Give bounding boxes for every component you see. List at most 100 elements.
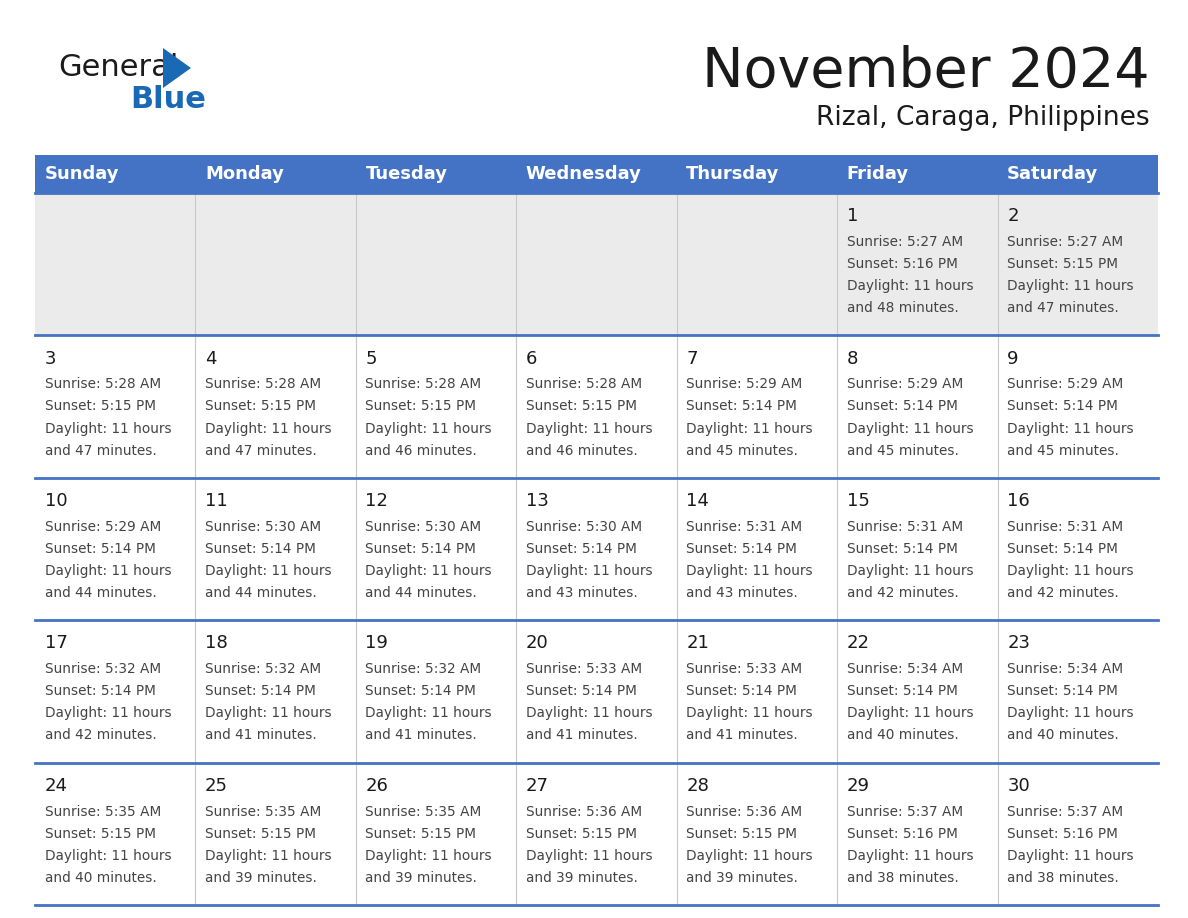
Text: Daylight: 11 hours: Daylight: 11 hours: [847, 706, 973, 721]
Text: Daylight: 11 hours: Daylight: 11 hours: [526, 564, 652, 578]
Text: 18: 18: [206, 634, 228, 653]
Text: Daylight: 11 hours: Daylight: 11 hours: [526, 421, 652, 435]
Text: and 44 minutes.: and 44 minutes.: [366, 586, 478, 600]
Text: and 48 minutes.: and 48 minutes.: [847, 301, 959, 315]
Text: Sunrise: 5:28 AM: Sunrise: 5:28 AM: [366, 377, 481, 391]
Text: Sunset: 5:14 PM: Sunset: 5:14 PM: [1007, 684, 1118, 699]
Text: Sunrise: 5:35 AM: Sunrise: 5:35 AM: [206, 804, 321, 819]
Text: and 38 minutes.: and 38 minutes.: [1007, 871, 1119, 885]
Text: and 42 minutes.: and 42 minutes.: [847, 586, 959, 600]
Text: and 43 minutes.: and 43 minutes.: [687, 586, 798, 600]
Text: Sunset: 5:14 PM: Sunset: 5:14 PM: [206, 542, 316, 556]
Bar: [34, 335, 1158, 477]
Text: and 45 minutes.: and 45 minutes.: [687, 443, 798, 458]
Text: Saturday: Saturday: [1007, 165, 1099, 183]
Text: Sunrise: 5:28 AM: Sunrise: 5:28 AM: [526, 377, 642, 391]
Text: Sunday: Sunday: [45, 165, 119, 183]
Text: 10: 10: [45, 492, 68, 510]
Text: Daylight: 11 hours: Daylight: 11 hours: [206, 706, 331, 721]
Text: Daylight: 11 hours: Daylight: 11 hours: [366, 421, 492, 435]
Text: Sunset: 5:14 PM: Sunset: 5:14 PM: [687, 684, 797, 699]
Text: and 47 minutes.: and 47 minutes.: [45, 443, 157, 458]
Text: Sunrise: 5:29 AM: Sunrise: 5:29 AM: [45, 520, 160, 533]
Text: Sunrise: 5:37 AM: Sunrise: 5:37 AM: [1007, 804, 1124, 819]
Text: and 41 minutes.: and 41 minutes.: [526, 728, 638, 743]
Text: Sunset: 5:14 PM: Sunset: 5:14 PM: [847, 542, 958, 556]
Text: Tuesday: Tuesday: [366, 165, 448, 183]
Text: Sunset: 5:14 PM: Sunset: 5:14 PM: [526, 542, 637, 556]
Text: General: General: [58, 53, 178, 83]
Text: Daylight: 11 hours: Daylight: 11 hours: [366, 849, 492, 863]
Text: Daylight: 11 hours: Daylight: 11 hours: [526, 849, 652, 863]
Text: Sunset: 5:15 PM: Sunset: 5:15 PM: [45, 399, 156, 413]
Text: Sunrise: 5:29 AM: Sunrise: 5:29 AM: [847, 377, 963, 391]
Text: 16: 16: [1007, 492, 1030, 510]
Text: Sunrise: 5:32 AM: Sunrise: 5:32 AM: [45, 662, 160, 677]
Text: and 46 minutes.: and 46 minutes.: [526, 443, 638, 458]
Text: Daylight: 11 hours: Daylight: 11 hours: [45, 421, 171, 435]
Text: 21: 21: [687, 634, 709, 653]
Text: 4: 4: [206, 350, 216, 367]
Text: Sunrise: 5:29 AM: Sunrise: 5:29 AM: [687, 377, 803, 391]
Text: and 40 minutes.: and 40 minutes.: [45, 871, 157, 885]
Text: Sunset: 5:15 PM: Sunset: 5:15 PM: [526, 399, 637, 413]
Text: and 40 minutes.: and 40 minutes.: [1007, 728, 1119, 743]
Text: and 43 minutes.: and 43 minutes.: [526, 586, 638, 600]
Text: 1: 1: [847, 207, 858, 225]
Text: 12: 12: [366, 492, 388, 510]
Text: 22: 22: [847, 634, 870, 653]
Text: Daylight: 11 hours: Daylight: 11 hours: [526, 706, 652, 721]
Text: and 39 minutes.: and 39 minutes.: [526, 871, 638, 885]
Text: Sunrise: 5:31 AM: Sunrise: 5:31 AM: [847, 520, 963, 533]
Text: Daylight: 11 hours: Daylight: 11 hours: [847, 279, 973, 293]
Text: Sunrise: 5:37 AM: Sunrise: 5:37 AM: [847, 804, 963, 819]
Text: Sunset: 5:14 PM: Sunset: 5:14 PM: [1007, 399, 1118, 413]
Text: Sunrise: 5:30 AM: Sunrise: 5:30 AM: [526, 520, 642, 533]
Text: and 39 minutes.: and 39 minutes.: [687, 871, 798, 885]
Text: Sunrise: 5:27 AM: Sunrise: 5:27 AM: [1007, 235, 1124, 249]
Text: Sunset: 5:16 PM: Sunset: 5:16 PM: [847, 827, 958, 841]
Text: 20: 20: [526, 634, 549, 653]
Text: 14: 14: [687, 492, 709, 510]
Text: 3: 3: [45, 350, 56, 367]
Text: Daylight: 11 hours: Daylight: 11 hours: [366, 706, 492, 721]
Text: and 47 minutes.: and 47 minutes.: [1007, 301, 1119, 315]
Text: Sunset: 5:14 PM: Sunset: 5:14 PM: [687, 399, 797, 413]
Text: Thursday: Thursday: [687, 165, 779, 183]
Text: 11: 11: [206, 492, 228, 510]
Text: and 41 minutes.: and 41 minutes.: [687, 728, 798, 743]
Text: Daylight: 11 hours: Daylight: 11 hours: [1007, 421, 1133, 435]
Text: and 39 minutes.: and 39 minutes.: [206, 871, 317, 885]
Text: Sunset: 5:14 PM: Sunset: 5:14 PM: [1007, 542, 1118, 556]
Bar: [838, 155, 998, 193]
Bar: [356, 155, 517, 193]
Text: Daylight: 11 hours: Daylight: 11 hours: [206, 564, 331, 578]
Text: Sunset: 5:15 PM: Sunset: 5:15 PM: [687, 827, 797, 841]
Text: 23: 23: [1007, 634, 1030, 653]
Text: Daylight: 11 hours: Daylight: 11 hours: [687, 564, 813, 578]
Bar: [34, 155, 196, 193]
Text: and 44 minutes.: and 44 minutes.: [206, 586, 317, 600]
Text: Daylight: 11 hours: Daylight: 11 hours: [1007, 564, 1133, 578]
Text: Sunset: 5:14 PM: Sunset: 5:14 PM: [526, 684, 637, 699]
Text: 13: 13: [526, 492, 549, 510]
Text: Sunrise: 5:36 AM: Sunrise: 5:36 AM: [526, 804, 642, 819]
Bar: [34, 193, 1158, 335]
Text: Wednesday: Wednesday: [526, 165, 642, 183]
Text: Sunrise: 5:28 AM: Sunrise: 5:28 AM: [45, 377, 160, 391]
Text: Daylight: 11 hours: Daylight: 11 hours: [1007, 706, 1133, 721]
Text: Sunset: 5:15 PM: Sunset: 5:15 PM: [366, 399, 476, 413]
Text: Daylight: 11 hours: Daylight: 11 hours: [45, 849, 171, 863]
Text: Sunset: 5:15 PM: Sunset: 5:15 PM: [206, 827, 316, 841]
Text: Sunset: 5:14 PM: Sunset: 5:14 PM: [847, 684, 958, 699]
Text: November 2024: November 2024: [702, 45, 1150, 99]
Text: and 38 minutes.: and 38 minutes.: [847, 871, 959, 885]
Text: Daylight: 11 hours: Daylight: 11 hours: [847, 564, 973, 578]
Text: Sunset: 5:15 PM: Sunset: 5:15 PM: [526, 827, 637, 841]
Text: 30: 30: [1007, 777, 1030, 795]
Text: and 40 minutes.: and 40 minutes.: [847, 728, 959, 743]
Bar: [34, 763, 1158, 905]
Text: and 41 minutes.: and 41 minutes.: [206, 728, 317, 743]
Text: Daylight: 11 hours: Daylight: 11 hours: [847, 421, 973, 435]
Text: 25: 25: [206, 777, 228, 795]
